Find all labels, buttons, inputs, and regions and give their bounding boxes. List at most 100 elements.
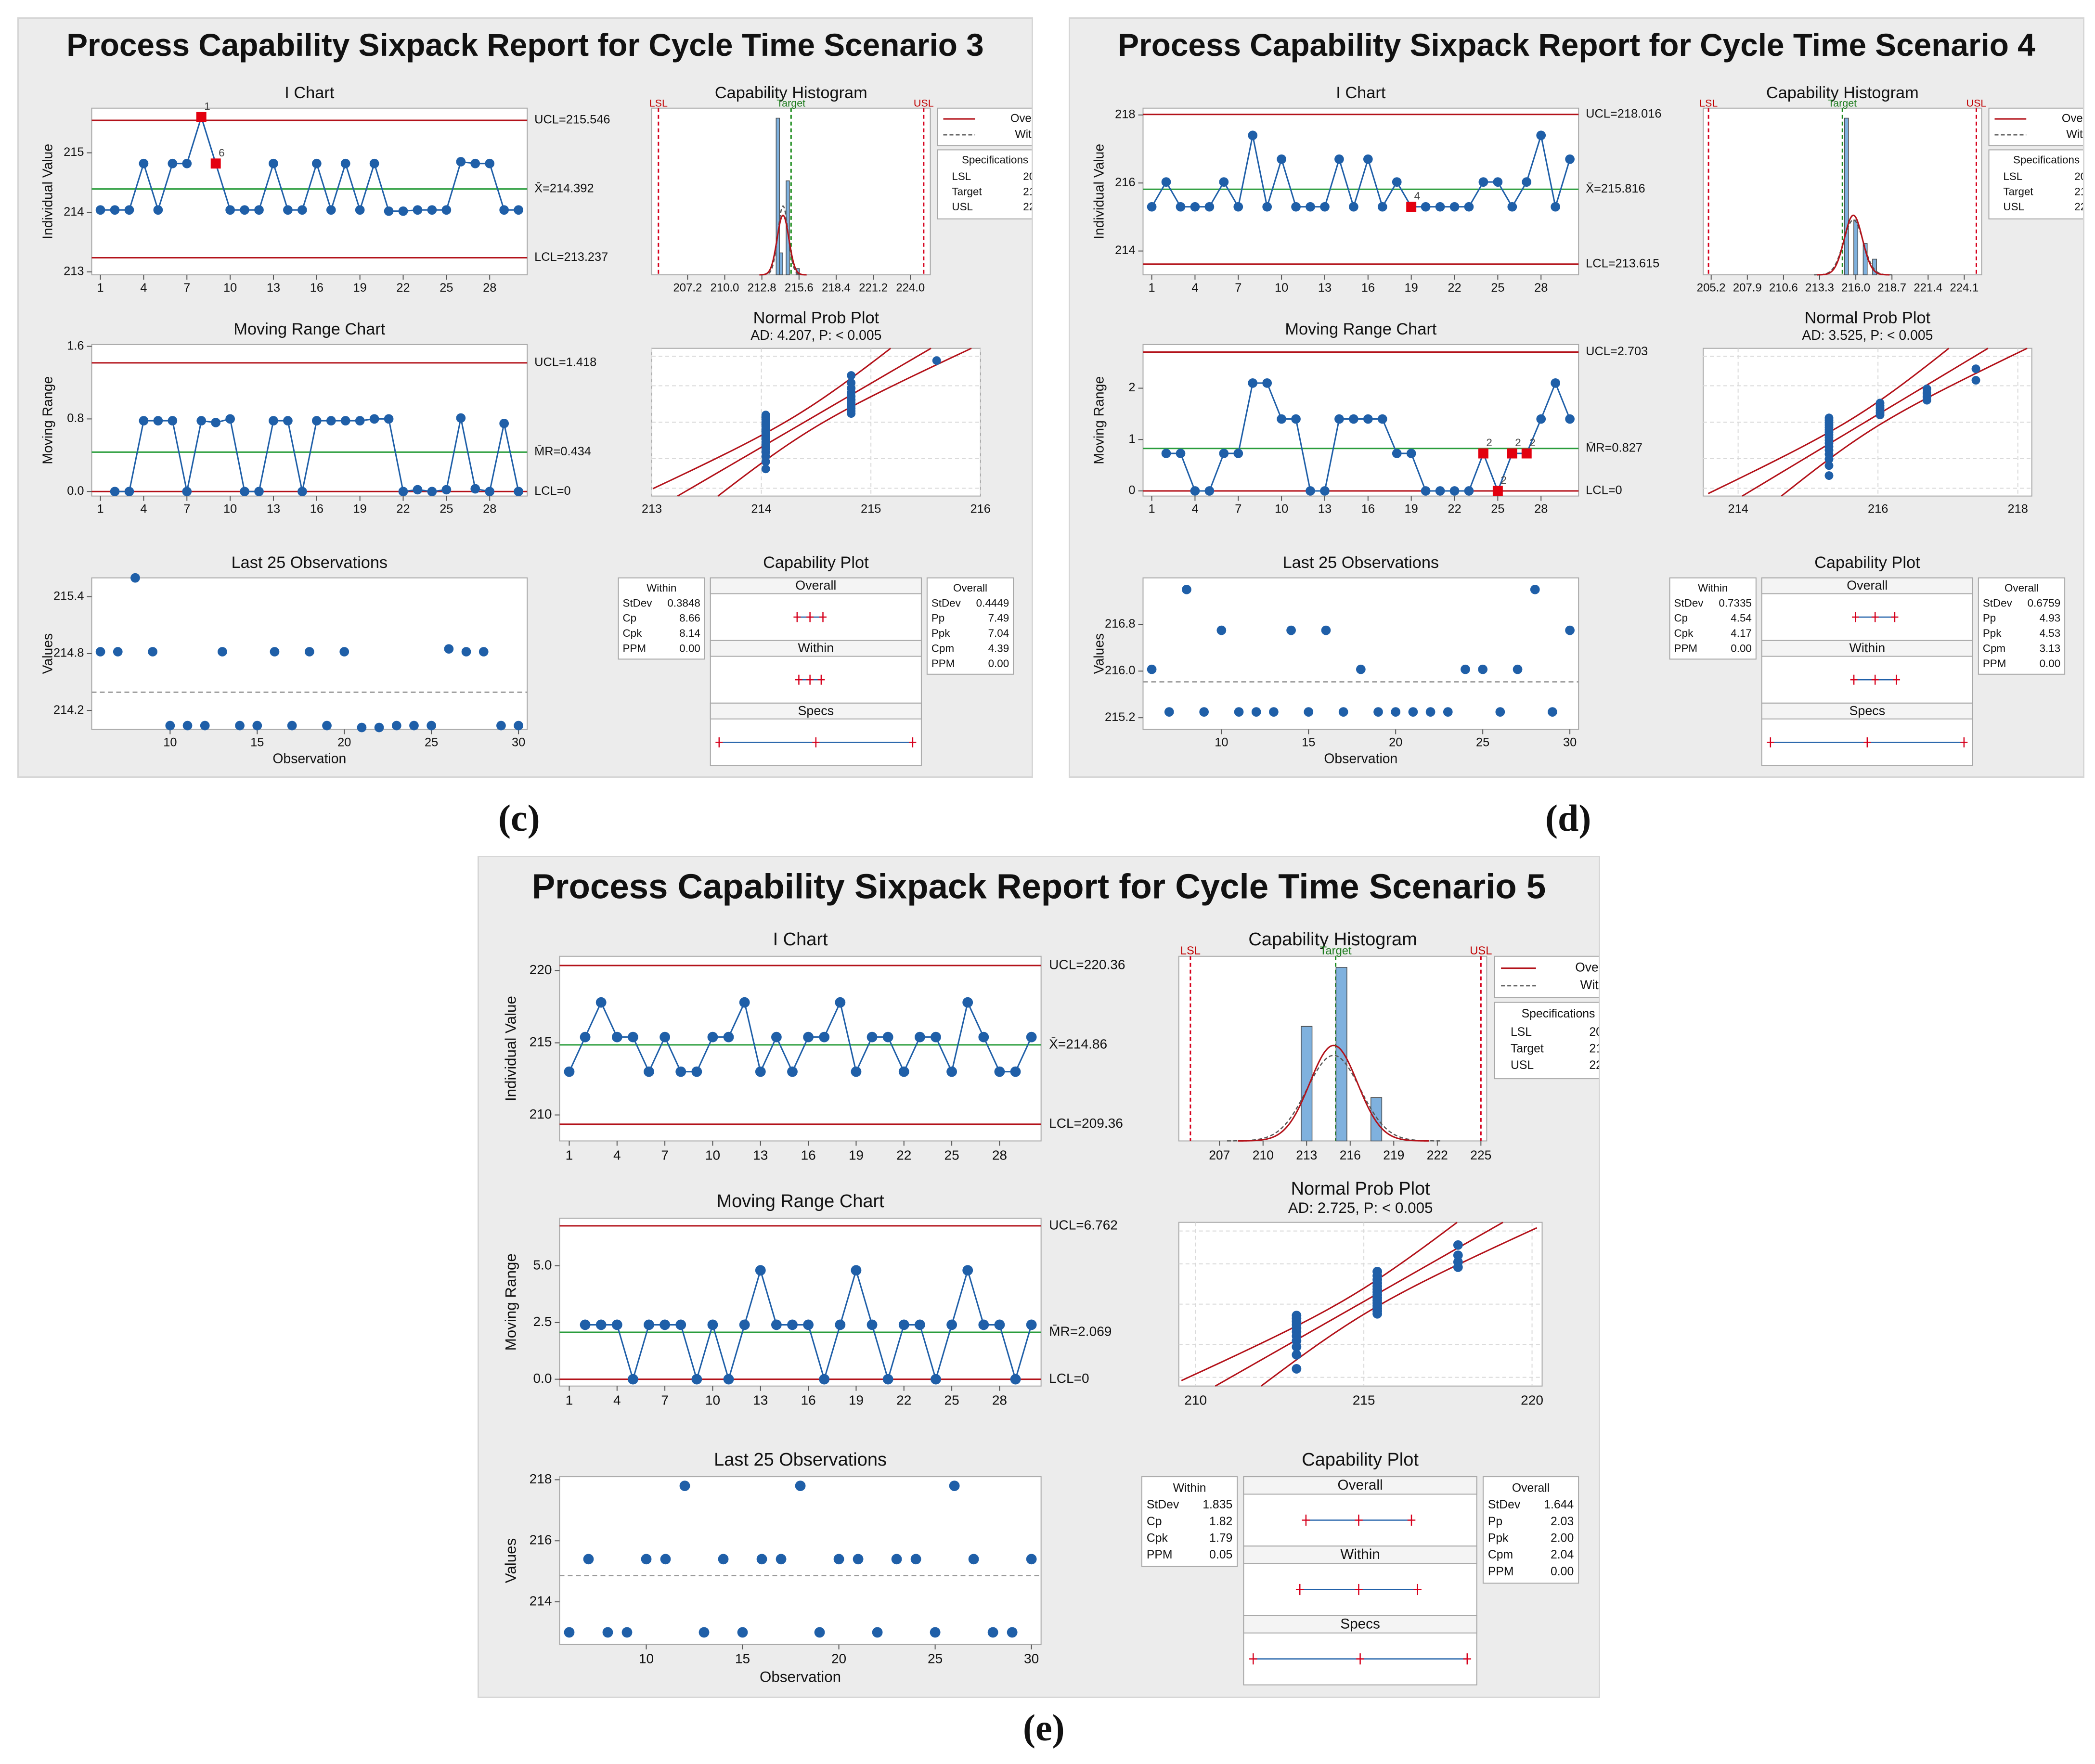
mr-chart-xtick-label: 13 bbox=[1318, 502, 1332, 516]
i-chart-data-point bbox=[1363, 154, 1373, 164]
mr-chart-flagged-point bbox=[1507, 448, 1517, 459]
mr-chart-xtick-label: 7 bbox=[661, 1393, 669, 1408]
prob-plot-xtick-label: 218 bbox=[2008, 502, 2028, 516]
last25-chart-data-point bbox=[1026, 1554, 1037, 1565]
i-chart-ytick-label: 215 bbox=[64, 145, 84, 159]
prob-plot-xtick-label: 220 bbox=[1521, 1393, 1543, 1408]
cap-plot-within-stats-stat-name: Cp bbox=[1147, 1515, 1162, 1528]
mr-chart-data-point bbox=[755, 1265, 766, 1276]
last25-chart-data-point bbox=[1007, 1627, 1018, 1638]
histogram-bar bbox=[1335, 967, 1347, 1142]
last25-chart-data-point bbox=[1286, 625, 1296, 635]
cap-plot-overall-stats-stat-name: Cpm bbox=[931, 642, 954, 654]
cap-plot-panel-title: Overall bbox=[1847, 578, 1888, 592]
mr-chart-data-point bbox=[153, 416, 163, 426]
mr-chart-data-point bbox=[470, 484, 480, 494]
last25-chart-data-point bbox=[1182, 584, 1191, 594]
i-chart-data-point bbox=[595, 997, 607, 1008]
last25-chart-xtick-label: 25 bbox=[1476, 735, 1489, 749]
last25-chart-data-point bbox=[853, 1554, 864, 1565]
i-chart-xtick-label: 16 bbox=[1361, 281, 1375, 295]
i-chart-data-point bbox=[1320, 202, 1330, 212]
histogram-overall-curve bbox=[1238, 1044, 1429, 1142]
i-chart-ytick-label: 216 bbox=[1115, 176, 1135, 189]
mr-chart-data-point bbox=[196, 416, 207, 426]
i-chart-data-point bbox=[398, 206, 408, 216]
i-chart-data-point bbox=[755, 1066, 766, 1077]
i-chart-data-point bbox=[946, 1066, 957, 1077]
histogram-overall-curve bbox=[1817, 214, 1890, 276]
histogram-spec-value: 205 bbox=[2074, 170, 2083, 182]
cap-plot-panel-title: Within bbox=[1340, 1546, 1380, 1562]
histogram-target-label: Target bbox=[1828, 97, 1857, 109]
histogram-xtick-label: 221.4 bbox=[1914, 282, 1942, 295]
last25-chart-ytick-label: 216.0 bbox=[1105, 664, 1136, 677]
cap-plot-panel-header bbox=[710, 577, 922, 594]
last25-chart-data-point bbox=[1216, 625, 1227, 635]
last25-chart-data-point bbox=[496, 721, 506, 731]
cap-plot-overall-stats-stat-value: 0.6759 bbox=[2028, 597, 2060, 609]
i-chart-ucl-label: UCL=220.36 bbox=[1049, 957, 1125, 972]
cap-plot-panel-header bbox=[1243, 1476, 1477, 1495]
mr-chart-data-point bbox=[771, 1319, 782, 1330]
last25-chart-data-point bbox=[949, 1481, 960, 1491]
last25-chart-data-point bbox=[718, 1554, 729, 1565]
i-chart-data-point bbox=[1291, 202, 1301, 212]
histogram-spec-value: 215 bbox=[1023, 185, 1032, 197]
last25-chart-ytick-label: 216.8 bbox=[1105, 617, 1136, 631]
i-chart-data-point bbox=[1233, 202, 1243, 212]
mr-chart-data-point bbox=[168, 416, 178, 426]
prob-plot-subtitle: AD: 3.525, P: < 0.005 bbox=[1802, 328, 1933, 343]
prob-plot-data-point bbox=[1453, 1240, 1463, 1250]
mr-chart-ucl-label: UCL=2.703 bbox=[1586, 345, 1648, 358]
i-chart-ucl-label: UCL=215.546 bbox=[534, 113, 610, 127]
report-title: Process Capability Sixpack Report for Cy… bbox=[66, 27, 983, 63]
histogram-usl-label: USL bbox=[914, 97, 934, 109]
mr-chart-xtick-label: 19 bbox=[353, 502, 367, 516]
i-chart-data-point bbox=[297, 205, 307, 215]
histogram-xtick-label: 221.2 bbox=[859, 282, 888, 295]
last25-chart-data-point bbox=[776, 1554, 787, 1565]
mr-chart-data-point bbox=[1421, 486, 1431, 496]
last25-chart-data-point bbox=[583, 1554, 594, 1565]
i-chart-series-line bbox=[569, 1000, 1033, 1074]
mr-chart-xtick-label: 4 bbox=[140, 502, 147, 516]
cap-plot-within-stats-title: Within bbox=[1698, 582, 1728, 594]
mr-chart-data-point bbox=[1190, 486, 1200, 496]
i-chart-data-point bbox=[707, 1031, 718, 1043]
cap-plot-panel-header bbox=[710, 702, 922, 720]
i-chart-data-point bbox=[499, 205, 509, 215]
cap-plot-panel-header bbox=[1761, 640, 1973, 657]
i-chart-data-point bbox=[1522, 177, 1532, 187]
last25-chart-data-point bbox=[564, 1627, 575, 1638]
prob-plot-data-point bbox=[1971, 376, 1980, 385]
i-chart-data-point bbox=[978, 1031, 989, 1043]
last25-chart-data-point bbox=[1234, 707, 1244, 717]
histogram-legend-overall-label: Overall bbox=[2062, 112, 2083, 125]
last25-chart-plot-area bbox=[559, 1476, 1042, 1645]
cap-plot-within-stats-stat-value: 0.00 bbox=[1731, 642, 1752, 654]
i-chart-ylabel: Individual Value bbox=[1091, 144, 1107, 239]
last25-chart-data-point bbox=[621, 1627, 633, 1638]
last25-chart-data-point bbox=[1530, 584, 1540, 594]
mr-chart-data-point bbox=[182, 487, 192, 497]
mr-chart-xtick-label: 25 bbox=[944, 1393, 959, 1408]
mr-chart-data-point bbox=[211, 418, 221, 427]
cap-plot-overall-stats-stat-name: Cpm bbox=[1983, 642, 2005, 654]
cap-plot-within-stats-stat-name: StDev bbox=[1147, 1498, 1179, 1511]
i-chart-flagged-point bbox=[196, 112, 207, 122]
cap-plot-overall-stats-title: Overall bbox=[2004, 582, 2039, 594]
mr-chart-data-point bbox=[675, 1319, 686, 1330]
cap-plot-within-stats-stat-name: Cp bbox=[1674, 612, 1688, 624]
mr-chart-data-point bbox=[340, 416, 350, 426]
cap-plot-overall-stats-stat-value: 4.93 bbox=[2040, 612, 2061, 624]
mr-chart-data-point bbox=[787, 1319, 798, 1330]
mr-chart-data-point bbox=[139, 416, 149, 426]
mr-chart-data-point bbox=[485, 487, 495, 497]
histogram-legend-box bbox=[1494, 955, 1599, 998]
i-chart-data-point bbox=[898, 1066, 909, 1077]
mr-chart-data-point bbox=[283, 416, 293, 426]
i-chart-flagged-point bbox=[1406, 202, 1417, 212]
last25-chart-xlabel: Observation bbox=[760, 1669, 841, 1686]
last25-chart-data-point bbox=[679, 1481, 690, 1491]
